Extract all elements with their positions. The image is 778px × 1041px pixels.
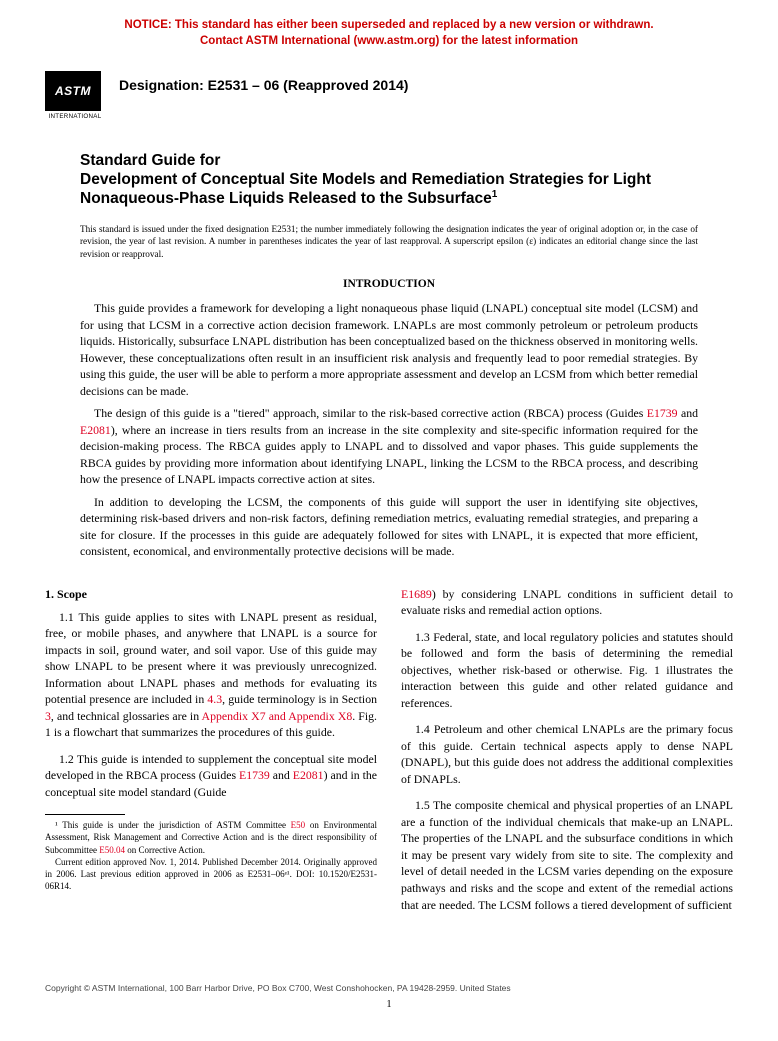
title-superscript: 1	[492, 189, 498, 200]
ref-e1739: E1739	[647, 406, 678, 420]
intro-para-2: The design of this guide is a "tiered" a…	[80, 405, 698, 488]
page-number: 1	[45, 999, 733, 1010]
ref-appendix: Appendix X7 and Appendix X8	[202, 709, 353, 723]
footnote-rule	[45, 814, 125, 815]
document-page: NOTICE: This standard has either been su…	[0, 0, 778, 1040]
notice-banner: NOTICE: This standard has either been su…	[45, 18, 733, 49]
header-row: ASTM INTERNATIONAL Designation: E2531 – …	[45, 71, 733, 120]
title-block: Standard Guide for Development of Concep…	[80, 152, 698, 209]
scope-1-5: 1.5 The composite chemical and physical …	[401, 797, 733, 913]
astm-logo: ASTM INTERNATIONAL	[45, 71, 105, 120]
footnote-2: Current edition approved Nov. 1, 2014. P…	[45, 856, 377, 892]
designation-text: Designation: E2531 – 06 (Reapproved 2014…	[119, 77, 408, 93]
title-main: Development of Conceptual Site Models an…	[80, 170, 698, 209]
ref-e2081: E2081	[80, 423, 111, 437]
title-text: Development of Conceptual Site Models an…	[80, 171, 651, 208]
introduction-heading: INTRODUCTION	[80, 278, 698, 290]
logo-subtext: INTERNATIONAL	[45, 113, 105, 120]
title-pre: Standard Guide for	[80, 152, 698, 170]
copyright-text: Copyright © ASTM International, 100 Barr…	[45, 983, 733, 993]
scope-1-2-cont: E1689) by considering LNAPL conditions i…	[401, 586, 733, 619]
notice-line-1: NOTICE: This standard has either been su…	[45, 18, 733, 34]
scope-heading: 1. Scope	[45, 586, 377, 603]
left-column: 1. Scope 1.1 This guide applies to sites…	[45, 586, 377, 923]
scope-columns: 1. Scope 1.1 This guide applies to sites…	[45, 586, 733, 923]
footnote-1: ¹ This guide is under the jurisdiction o…	[45, 819, 377, 855]
issuance-note: This standard is issued under the fixed …	[80, 223, 698, 260]
scope-1-3: 1.3 Federal, state, and local regulatory…	[401, 629, 733, 712]
introduction-block: This guide provides a framework for deve…	[80, 300, 698, 560]
logo-badge: ASTM	[45, 71, 101, 111]
notice-line-2: Contact ASTM International (www.astm.org…	[45, 34, 733, 50]
ref-e50-04: E50.04	[99, 845, 125, 855]
ref-e2081-2: E2081	[293, 768, 324, 782]
right-column: E1689) by considering LNAPL conditions i…	[401, 586, 733, 923]
scope-1-1: 1.1 This guide applies to sites with LNA…	[45, 609, 377, 741]
ref-e50: E50	[291, 820, 306, 830]
scope-1-4: 1.4 Petroleum and other chemical LNAPLs …	[401, 721, 733, 787]
intro-para-1: This guide provides a framework for deve…	[80, 300, 698, 399]
intro-para-3: In addition to developing the LCSM, the …	[80, 494, 698, 560]
ref-4-3: 4.3	[207, 692, 222, 706]
title-intro-block: Standard Guide for Development of Concep…	[80, 152, 698, 560]
ref-e1739-2: E1739	[239, 768, 270, 782]
ref-e1689: E1689	[401, 587, 432, 601]
scope-1-2: 1.2 This guide is intended to supplement…	[45, 751, 377, 801]
